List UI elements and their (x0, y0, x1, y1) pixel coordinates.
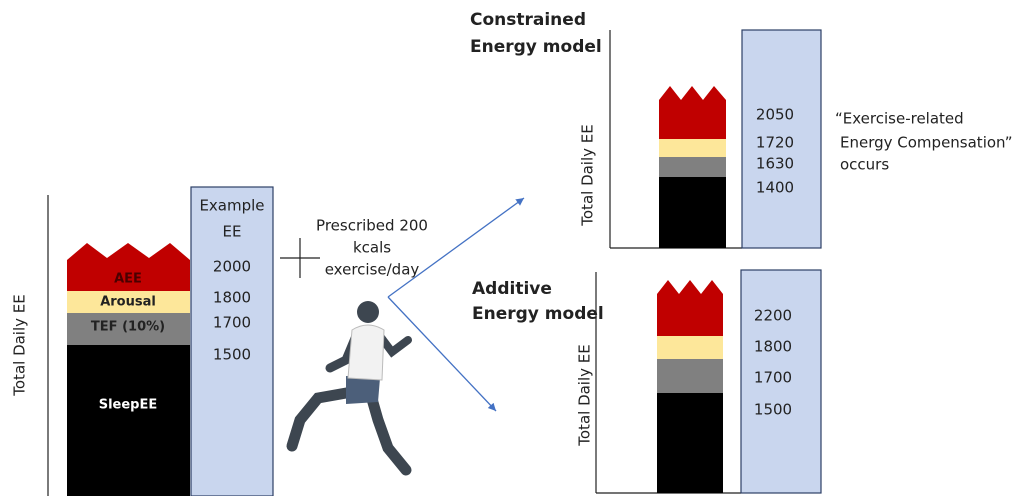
note: occurs (840, 156, 889, 174)
layer-label: Arousal (100, 295, 156, 310)
panel-title: Additive (472, 279, 552, 299)
box-title: Example (199, 197, 264, 215)
layer (657, 359, 723, 393)
layer-label: TEF (10%) (91, 320, 165, 335)
panel-title: Energy model (472, 304, 604, 324)
value: 1700 (754, 369, 792, 387)
note: exercise/day (325, 261, 420, 279)
panel-title: Constrained (470, 10, 586, 30)
value: 1400 (756, 179, 794, 197)
value: 1500 (754, 401, 792, 419)
axis-label: Total Daily EE (576, 344, 594, 446)
layer (657, 336, 723, 359)
note: Energy Compensation” (840, 134, 1013, 152)
value: 1800 (213, 289, 251, 307)
layer (659, 86, 726, 139)
note: kcals (353, 239, 391, 257)
value: 1720 (756, 134, 794, 152)
value: 2050 (756, 106, 794, 124)
layer (659, 157, 726, 177)
layer (659, 177, 726, 248)
value: 2000 (213, 258, 251, 276)
value: 1500 (213, 346, 251, 364)
axis-label: Total Daily EE (579, 124, 597, 226)
value: 1800 (754, 338, 792, 356)
layer-label: AEE (114, 272, 142, 287)
note: Prescribed 200 (316, 217, 428, 235)
value: 1630 (756, 155, 794, 173)
diagram: Total Daily EE AEE Arousal TEF (10%) Sle… (0, 0, 1015, 496)
box-title: EE (223, 223, 242, 241)
layer (67, 345, 190, 496)
axis-label: Total Daily EE (11, 294, 29, 396)
runner (292, 301, 408, 470)
value: 1700 (213, 314, 251, 332)
layer (659, 139, 726, 157)
value: 2200 (754, 307, 792, 325)
layer (657, 393, 723, 493)
note: “Exercise-related (835, 110, 964, 128)
layer-label: SleepEE (99, 398, 158, 413)
panel-title: Energy model (470, 37, 602, 57)
layer (657, 280, 723, 336)
